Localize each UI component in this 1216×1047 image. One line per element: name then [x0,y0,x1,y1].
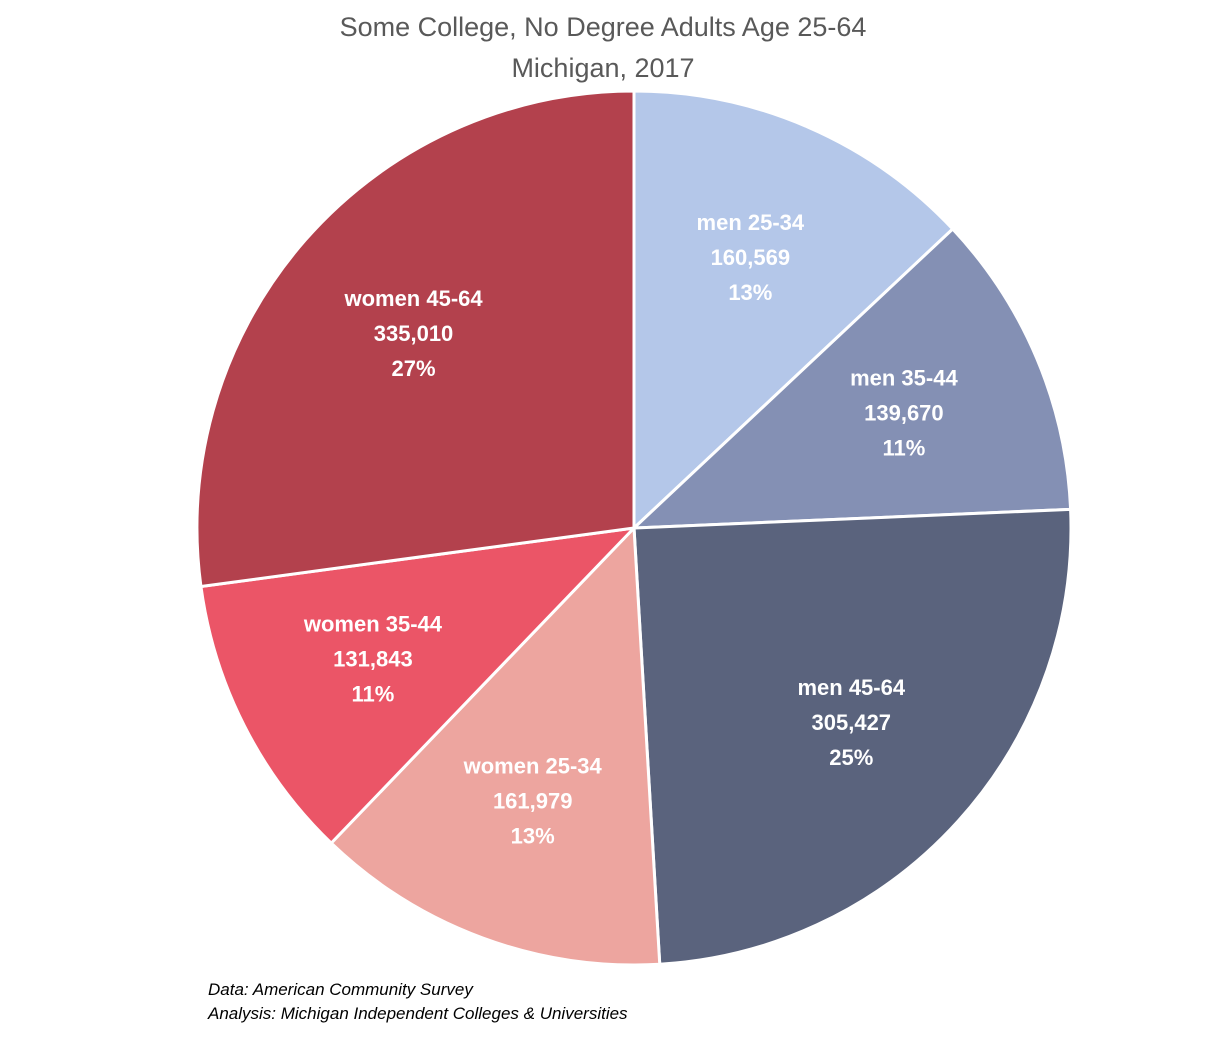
slice-value-women-45-64: 335,010 [374,321,454,346]
chart-subtitle: Michigan, 2017 [511,53,694,83]
pie-slice-women-45-64 [195,89,636,589]
slice-percent-men-35-44: 11% [882,435,925,460]
slice-percent-men-25-34: 13% [728,280,772,305]
slice-label-women-25-34: women 25-34 [463,754,603,779]
slice-percent-men-45-64: 25% [829,745,873,770]
slice-label-women-35-44: women 35-44 [303,611,443,636]
pie-labels: men 25-34 160,569 13% men 35-44 139,670 11% me… [303,210,959,848]
analysis-note: Analysis: Michigan Independent Colleges … [208,1004,628,1023]
slice-label-men-35-44: men 35-44 [850,365,958,390]
slice-percent-women-45-64: 27% [392,356,436,381]
slice-percent-women-25-34: 13% [511,824,555,849]
pie-slice-women-35-44 [199,526,636,845]
pie-slices [195,89,1073,967]
pie-slice-men-35-44 [632,227,1073,530]
pie-slice-men-45-64 [632,507,1073,966]
slice-value-women-25-34: 161,979 [493,789,573,814]
chart-title: Some College, No Degree Adults Age 25-64 [340,12,867,42]
slice-value-women-35-44: 131,843 [333,646,413,671]
data-source-note: Data: American Community Survey [208,980,473,999]
slice-value-men-45-64: 305,427 [812,710,892,735]
slice-label-men-25-34: men 25-34 [697,210,805,235]
slice-label-men-45-64: men 45-64 [797,675,905,700]
slice-value-men-25-34: 160,569 [711,245,791,270]
slice-percent-women-35-44: 11% [352,681,395,706]
pie-slice-men-25-34 [632,89,955,530]
pie-slice-women-25-34 [329,526,662,967]
slice-label-women-45-64: women 45-64 [343,286,483,311]
slice-value-men-35-44: 139,670 [864,400,944,425]
